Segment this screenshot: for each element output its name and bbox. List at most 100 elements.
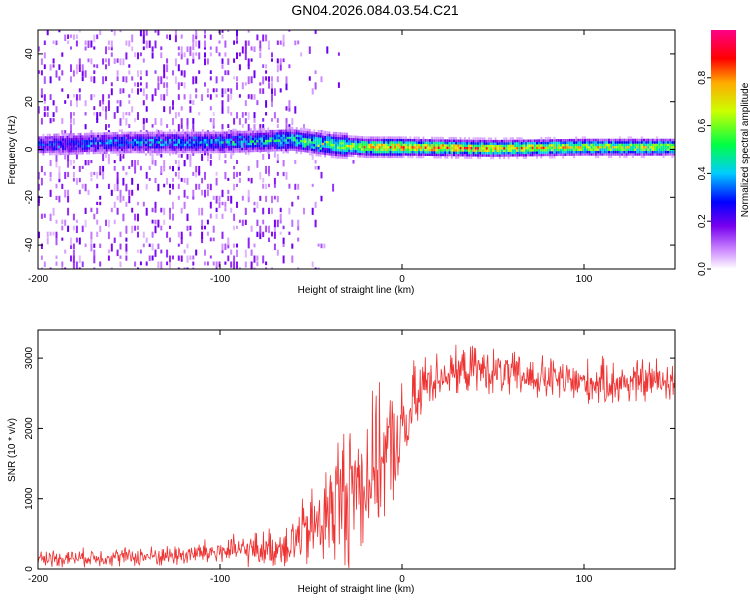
- spectrogram-cell: [252, 142, 254, 146]
- spectrogram-cell: [84, 100, 87, 107]
- spectrogram-cell: [472, 142, 475, 145]
- spectrogram-cell: [201, 154, 204, 161]
- spectrogram-cell: [192, 34, 195, 42]
- spectrogram-cell: [302, 132, 305, 136]
- spectrogram-cell: [125, 40, 128, 46]
- spectrogram-cell: [209, 255, 212, 259]
- spectrogram-cell: [352, 142, 355, 146]
- spectrogram-cell: [241, 140, 244, 143]
- spectrogram-cell: [494, 154, 497, 157]
- spectrogram-cell: [343, 154, 346, 157]
- spectrogram-cell: [345, 132, 348, 136]
- spectrogram-cell: [422, 136, 425, 140]
- spectrogram-cell: [437, 148, 440, 152]
- spectrogram-cell: [112, 136, 115, 140]
- colorbar-tick-label: 0.6: [697, 118, 708, 132]
- spectrogram-cell: [308, 140, 311, 144]
- spectrogram-cell: [198, 40, 201, 49]
- spectrogram-cell: [444, 141, 447, 145]
- spectrogram-cell: [224, 171, 227, 180]
- spectrogram-cell: [372, 155, 375, 159]
- spectrogram-cell: [55, 152, 58, 156]
- spectrogram-cell: [72, 94, 75, 98]
- spectrogram-cell: [605, 138, 608, 142]
- spectrogram-cell: [219, 143, 222, 147]
- spectrogram-cell: [138, 138, 141, 142]
- spectrogram-cell: [97, 137, 99, 140]
- spectrogram-cell: [55, 143, 58, 146]
- y-tick-label: 2000: [24, 417, 35, 440]
- spectrogram-cell: [102, 165, 105, 172]
- spectrogram-cell: [267, 139, 270, 143]
- spectrogram-cell: [321, 142, 324, 146]
- spectrogram-cell: [324, 142, 327, 146]
- spectrogram-cell: [389, 155, 392, 159]
- spectrogram-cell: [122, 76, 125, 82]
- spectrogram-cell: [192, 40, 195, 48]
- spectrogram-cell: [42, 133, 45, 137]
- spectrogram-cell: [350, 144, 353, 148]
- spectrogram-cell: [509, 144, 512, 148]
- spectrogram-cell: [77, 149, 80, 153]
- spectrogram-cell: [137, 225, 139, 230]
- spectrogram-cell: [649, 138, 652, 142]
- spectrogram-cell: [651, 150, 654, 154]
- spectrogram-cell: [94, 139, 97, 143]
- spectrogram-cell: [293, 129, 296, 132]
- spectrogram-cell: [297, 267, 300, 269]
- spectrogram-cell: [212, 150, 215, 154]
- spectrogram-cell: [339, 151, 342, 154]
- spectrogram-cell: [494, 142, 497, 145]
- spectrogram-cell: [267, 132, 270, 135]
- spectrogram-cell: [62, 133, 64, 136]
- spectrogram-cell: [192, 124, 195, 132]
- spectrogram-cell: [171, 145, 174, 149]
- spectrogram-cell: [314, 160, 317, 164]
- spectrogram-cell: [59, 150, 62, 153]
- spectrogram-cell: [92, 144, 95, 148]
- spectrogram-cell: [228, 128, 230, 132]
- spectrogram-cell: [503, 142, 506, 145]
- spectrogram-cell: [105, 141, 108, 145]
- spectrogram-cell: [122, 177, 125, 186]
- spectrogram-cell: [385, 143, 388, 147]
- spectrogram-cell: [118, 143, 121, 147]
- spectrogram-cell: [522, 144, 525, 147]
- spectrogram-cell: [568, 148, 571, 152]
- spectrogram-cell: [254, 132, 257, 136]
- spectrogram-cell: [370, 138, 372, 142]
- spectrogram-cell: [422, 151, 425, 154]
- spectrogram-cell: [236, 143, 239, 146]
- spectrogram-cell: [247, 64, 250, 70]
- spectrogram-cell: [313, 134, 316, 137]
- spectrogram-cell: [148, 243, 151, 247]
- spectrogram-cell: [93, 76, 96, 84]
- spectrogram-cell: [180, 70, 183, 76]
- spectrogram-cell: [538, 148, 541, 152]
- spectrogram-cell: [186, 195, 189, 199]
- spectrogram-cell: [169, 213, 171, 220]
- spectrogram-cell: [300, 127, 303, 131]
- spectrogram-cell: [256, 137, 259, 141]
- spectrogram-cell: [160, 141, 163, 144]
- spectrogram-cell: [304, 128, 307, 131]
- spectrogram-cell: [503, 139, 506, 143]
- spectrogram-cell: [125, 118, 128, 126]
- spectrogram-cell: [396, 155, 399, 159]
- spectrogram-cell: [564, 153, 567, 156]
- spectrogram-cell: [295, 139, 298, 142]
- spectrogram-cell: [507, 151, 510, 155]
- spectrogram-cell: [627, 138, 630, 142]
- spectrogram-cell: [234, 147, 237, 151]
- spectrogram-cell: [577, 153, 580, 156]
- spectrogram-cell: [192, 261, 195, 266]
- spectrogram-cell: [129, 141, 132, 144]
- spectrogram-cell: [254, 130, 257, 133]
- spectrogram-cell: [64, 100, 67, 104]
- spectrogram-cell: [182, 134, 185, 137]
- spectrogram-cell: [177, 134, 180, 137]
- spectrogram-cell: [268, 154, 270, 160]
- spectrogram-cell: [102, 100, 105, 105]
- spectrogram-cell: [538, 146, 541, 150]
- spectrogram-cell: [177, 94, 180, 100]
